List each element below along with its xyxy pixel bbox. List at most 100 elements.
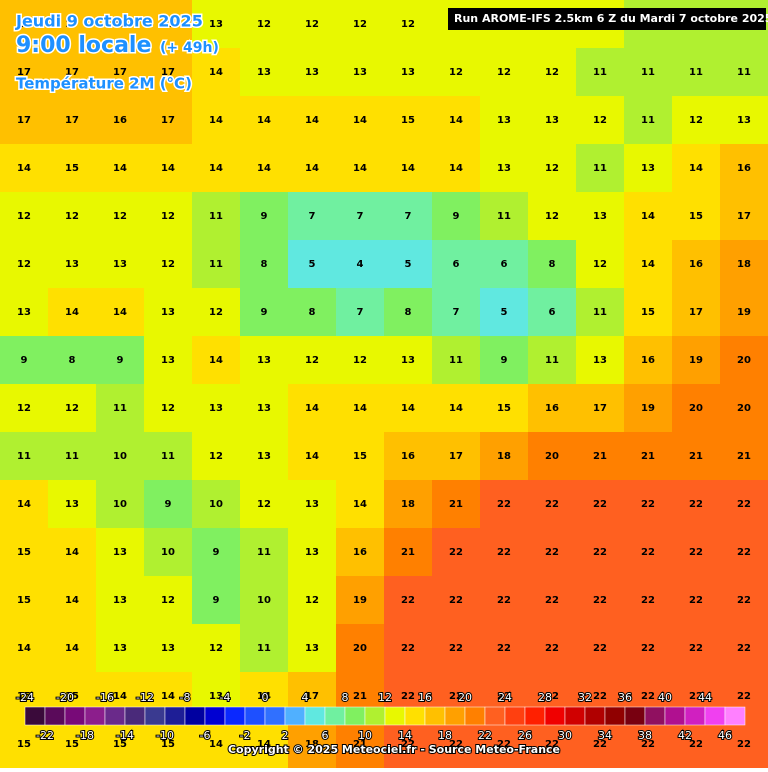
temp-cell bbox=[288, 288, 337, 337]
temp-value: 11 bbox=[209, 211, 223, 222]
scale-label: -14 bbox=[116, 729, 134, 742]
temp-value: 17 bbox=[17, 115, 31, 126]
temp-cell bbox=[480, 144, 529, 193]
scale-swatch bbox=[404, 706, 426, 726]
temp-cell bbox=[96, 0, 145, 49]
temp-cell bbox=[576, 48, 625, 97]
temp-value: 11 bbox=[737, 67, 751, 78]
temp-cell bbox=[624, 192, 673, 241]
temp-value: 14 bbox=[449, 163, 463, 174]
temp-cell bbox=[528, 144, 577, 193]
temp-cell bbox=[528, 624, 577, 673]
temp-cell bbox=[96, 528, 145, 577]
scale-label: -16 bbox=[96, 691, 114, 704]
temp-value: 22 bbox=[641, 595, 655, 606]
temp-cell bbox=[576, 96, 625, 145]
temp-value: 14 bbox=[17, 643, 31, 654]
temp-value: 22 bbox=[689, 547, 703, 558]
temp-value: 15 bbox=[65, 691, 79, 702]
temp-value: 15 bbox=[641, 307, 655, 318]
temp-value: 12 bbox=[545, 163, 559, 174]
scale-label: -6 bbox=[200, 729, 211, 742]
scale-swatch bbox=[564, 706, 586, 726]
temp-cell bbox=[288, 0, 337, 49]
temp-value: 14 bbox=[353, 115, 367, 126]
temp-value: 22 bbox=[497, 595, 511, 606]
scale-swatch bbox=[104, 706, 126, 726]
temp-cell bbox=[288, 624, 337, 673]
temp-value: 13 bbox=[401, 355, 415, 366]
temp-value: 12 bbox=[209, 643, 223, 654]
temp-cell bbox=[624, 384, 673, 433]
temp-value: 13 bbox=[737, 115, 751, 126]
temp-cell bbox=[624, 336, 673, 385]
temp-value: 11 bbox=[593, 307, 607, 318]
temp-value: 17 bbox=[17, 67, 31, 78]
temp-cell bbox=[192, 528, 241, 577]
temp-cell bbox=[288, 192, 337, 241]
temp-value: 14 bbox=[305, 163, 319, 174]
temp-cell bbox=[720, 240, 768, 289]
temp-value: 22 bbox=[497, 547, 511, 558]
scale-label: 16 bbox=[418, 691, 432, 704]
temp-cell bbox=[144, 528, 193, 577]
temp-value: 12 bbox=[401, 19, 415, 30]
temp-cell bbox=[192, 0, 241, 49]
temp-value: 14 bbox=[449, 403, 463, 414]
temp-cell bbox=[528, 432, 577, 481]
temp-value: 21 bbox=[449, 499, 463, 510]
scale-label: 28 bbox=[538, 691, 552, 704]
temp-value: 14 bbox=[65, 547, 79, 558]
temp-value: 7 bbox=[357, 307, 364, 318]
temp-value: 21 bbox=[353, 739, 367, 750]
temp-cell bbox=[528, 720, 577, 769]
temp-value: 16 bbox=[737, 163, 751, 174]
temp-value: 22 bbox=[737, 739, 751, 750]
temp-cell bbox=[576, 480, 625, 529]
temp-cell bbox=[480, 336, 529, 385]
temp-cell bbox=[384, 144, 433, 193]
scale-swatch bbox=[44, 706, 66, 726]
temp-value: 19 bbox=[353, 595, 367, 606]
temp-value: 17 bbox=[161, 19, 175, 30]
temp-value: 22 bbox=[689, 595, 703, 606]
scale-label: -10 bbox=[156, 729, 174, 742]
temp-value: 17 bbox=[113, 67, 127, 78]
temp-value: 13 bbox=[401, 67, 415, 78]
temp-cell bbox=[576, 192, 625, 241]
temp-cell bbox=[720, 48, 768, 97]
temp-value: 8 bbox=[549, 259, 556, 270]
temp-cell bbox=[528, 576, 577, 625]
time: 9:00 locale bbox=[16, 33, 151, 58]
temp-value: 13 bbox=[161, 307, 175, 318]
temp-value: 15 bbox=[161, 739, 175, 750]
temp-cell bbox=[432, 96, 481, 145]
temp-value: 14 bbox=[209, 355, 223, 366]
temp-value: 20 bbox=[737, 355, 751, 366]
temp-cell bbox=[528, 336, 577, 385]
temp-value: 13 bbox=[593, 211, 607, 222]
temp-value: 13 bbox=[65, 499, 79, 510]
temp-value: 11 bbox=[641, 115, 655, 126]
temp-value: 13 bbox=[161, 643, 175, 654]
temp-cell bbox=[480, 192, 529, 241]
temp-value: 9 bbox=[501, 355, 508, 366]
temp-value: 20 bbox=[545, 451, 559, 462]
date: Jeudi 9 octobre 2025 bbox=[15, 12, 203, 31]
temp-value: 22 bbox=[545, 499, 559, 510]
scale-swatch bbox=[624, 706, 646, 726]
temp-value: 22 bbox=[641, 739, 655, 750]
temp-cell bbox=[432, 144, 481, 193]
temp-value: 8 bbox=[309, 307, 316, 318]
temp-cell bbox=[192, 432, 241, 481]
scale-label: 4 bbox=[302, 691, 309, 704]
temp-value: 12 bbox=[449, 67, 463, 78]
temp-value: 22 bbox=[737, 499, 751, 510]
temp-cell bbox=[96, 240, 145, 289]
temp-cell bbox=[48, 432, 97, 481]
temp-cell bbox=[672, 48, 721, 97]
temp-cell bbox=[48, 0, 97, 49]
temp-value: 21 bbox=[593, 451, 607, 462]
temp-cell bbox=[672, 720, 721, 769]
temp-value: 12 bbox=[209, 451, 223, 462]
